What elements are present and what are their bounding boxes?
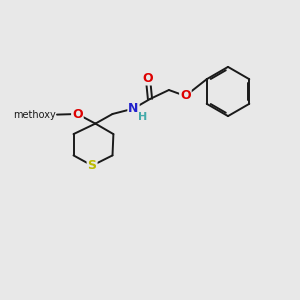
Text: O: O — [72, 107, 83, 121]
Text: H: H — [139, 112, 148, 122]
Text: N: N — [128, 102, 139, 115]
Text: S: S — [88, 159, 97, 172]
Text: O: O — [142, 71, 153, 85]
Text: O: O — [180, 89, 191, 103]
Text: methoxy: methoxy — [13, 110, 56, 120]
